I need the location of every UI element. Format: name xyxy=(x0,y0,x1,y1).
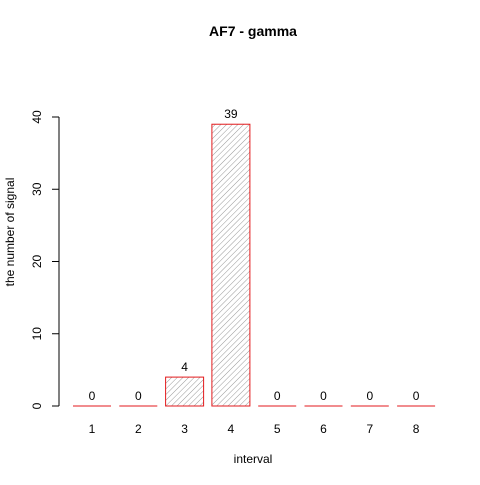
bars-group: 0 0 4 39 0 0 0 0 xyxy=(73,107,436,407)
y-tick-label: 0 xyxy=(30,402,44,409)
data-label: 39 xyxy=(224,107,238,121)
data-label: 0 xyxy=(413,389,420,403)
x-tick-label: 7 xyxy=(366,422,373,436)
data-label: 0 xyxy=(89,389,96,403)
x-tick-label: 5 xyxy=(274,422,281,436)
data-label: 0 xyxy=(320,389,327,403)
data-label: 0 xyxy=(135,389,142,403)
x-tick-label: 1 xyxy=(89,422,96,436)
x-axis-label: interval xyxy=(234,452,273,466)
y-tick-label: 20 xyxy=(30,255,44,269)
y-tick-label: 10 xyxy=(30,327,44,341)
data-label: 0 xyxy=(366,389,373,403)
y-axis-label: the number of signal xyxy=(3,178,17,287)
x-tick-label: 2 xyxy=(135,422,142,436)
bar-3 xyxy=(165,376,205,407)
x-tick-label: 3 xyxy=(181,422,188,436)
data-label: 4 xyxy=(181,360,188,374)
y-tick-label: 30 xyxy=(30,182,44,196)
y-tick-label: 40 xyxy=(30,110,44,124)
x-tick-label: 8 xyxy=(413,422,420,436)
x-tick-label: 4 xyxy=(228,422,235,436)
bar-4 xyxy=(211,123,251,407)
x-tick-label: 6 xyxy=(320,422,327,436)
chart-title: AF7 - gamma xyxy=(209,23,297,39)
x-tick-labels: 1 2 3 4 5 6 7 8 xyxy=(89,422,420,436)
data-label: 0 xyxy=(274,389,281,403)
y-axis: 0 10 20 30 40 xyxy=(30,110,60,409)
